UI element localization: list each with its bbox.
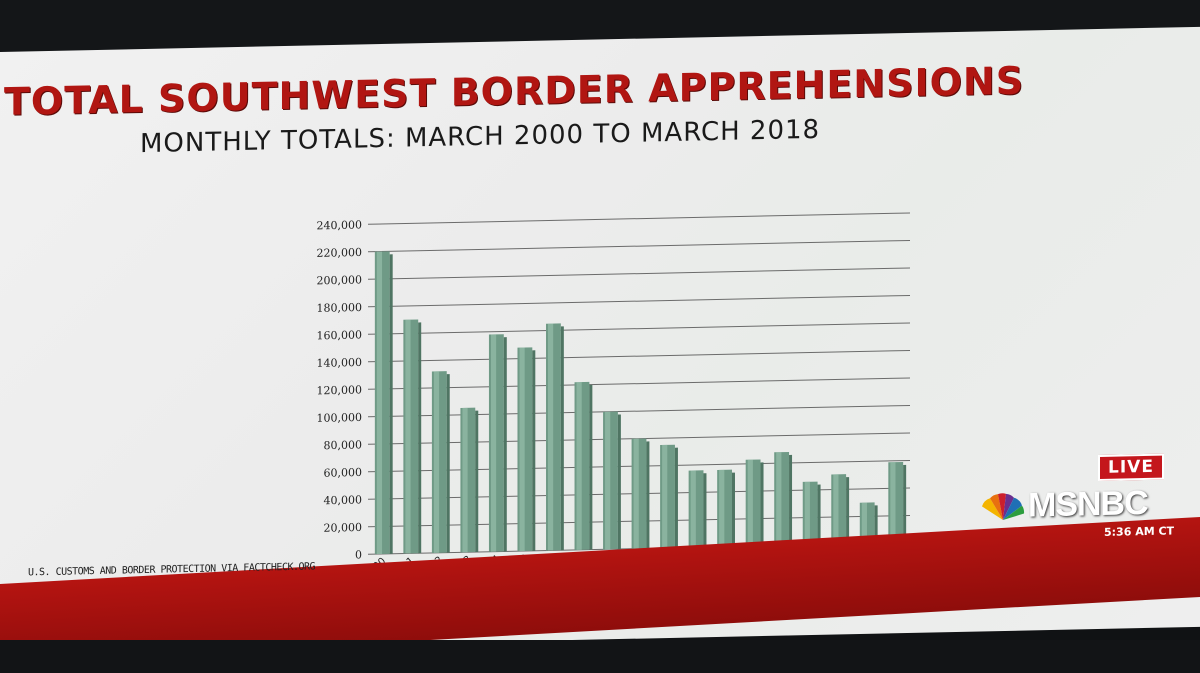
gridline [368,322,910,335]
bar-shadow [503,337,507,552]
bar-highlight [576,382,582,550]
gridline [368,239,910,253]
y-tick-label: 0 [355,548,362,561]
bar-shadow [731,472,735,547]
tv-screen: TOTAL SOUTHWEST BORDER APPREHENSIONS MON… [0,26,1200,652]
bar-highlight [433,371,440,553]
bars [374,251,907,555]
y-tick-label: 140,000 [317,356,362,370]
y-tick-label: 20,000 [324,521,362,535]
bar-shadow [418,322,422,554]
bar [546,323,564,551]
network-name: MSNBC [1028,483,1148,525]
y-tick-label: 180,000 [317,301,362,315]
bar [859,502,878,544]
bar [374,251,393,555]
bar-shadow [846,477,850,545]
y-tick-label: 60,000 [324,466,362,480]
bar-highlight [605,411,611,550]
bar [688,470,707,548]
bar-highlight [747,459,753,547]
bar-highlight [861,502,867,544]
bar [517,347,536,552]
bar-shadow [703,473,707,548]
y-tick-label: 120,000 [317,383,362,397]
bar-highlight [519,347,525,552]
y-tick-label: 200,000 [317,273,362,287]
bar-shadow [903,464,907,544]
tv-bezel-bottom [0,640,1200,673]
bar [431,371,450,553]
bar-shadow [446,374,450,553]
bar-highlight [776,452,782,546]
gridline [368,267,910,280]
y-tick-label: 80,000 [324,438,362,452]
bar-highlight [662,444,668,549]
gridline [368,377,910,390]
bar-highlight [719,469,725,547]
bar-shadow [617,414,621,550]
bar-highlight [833,474,839,545]
gridline [368,404,910,418]
bar [660,444,678,549]
chart-subtitle: MONTHLY TOTALS: MARCH 2000 TO MARCH 2018 [140,114,821,160]
bar [831,474,850,545]
gridline [368,294,910,308]
bar-shadow [389,254,393,554]
bar-shadow [532,350,536,551]
bar [403,319,422,554]
bar [745,459,764,547]
bar-shadow [760,462,764,547]
bar-highlight [690,470,696,548]
network-logo: MSNBC [978,484,1148,527]
peacock-icon [982,492,1025,520]
gridline [368,349,910,363]
y-axis-ticks: 0 20,000 40,000 60,000 80,000 100,000 120,000 1… [317,218,362,561]
gridline [368,212,910,225]
bar [631,438,650,549]
bar [888,461,907,544]
bar-shadow [789,454,793,546]
bar-highlight [462,407,468,553]
bar-chart: 0 20,000 40,000 60,000 80,000 100,000 120,000 1… [317,212,910,566]
bar [774,451,793,546]
bar [717,469,735,547]
bar-shadow [817,484,821,545]
bar-shadow [560,326,564,551]
bar-highlight [376,251,383,555]
y-tick-label: 100,000 [317,411,362,425]
y-tick-label: 160,000 [317,328,362,342]
y-tick-label: 240,000 [317,218,362,232]
bar [574,381,593,550]
live-badge: LIVE [1098,453,1164,482]
y-tick-label: 220,000 [317,246,362,260]
y-tick-label: 40,000 [324,493,362,507]
bar-highlight [633,438,639,549]
bar-highlight [548,323,554,551]
chart-title: TOTAL SOUTHWEST BORDER APPREHENSIONS [4,58,1025,124]
bar [488,334,507,552]
bar-shadow [589,384,593,550]
bar [603,411,621,550]
bar [460,407,479,553]
bar-shadow [646,441,650,549]
bar-highlight [490,334,497,552]
bar-highlight [890,462,896,544]
bar-highlight [804,481,810,546]
bar-shadow [475,410,479,553]
broadcast-clock: 5:36 AM CT [1104,524,1175,539]
bar [802,481,821,546]
bar-highlight [405,319,411,554]
bar-shadow [674,447,678,548]
